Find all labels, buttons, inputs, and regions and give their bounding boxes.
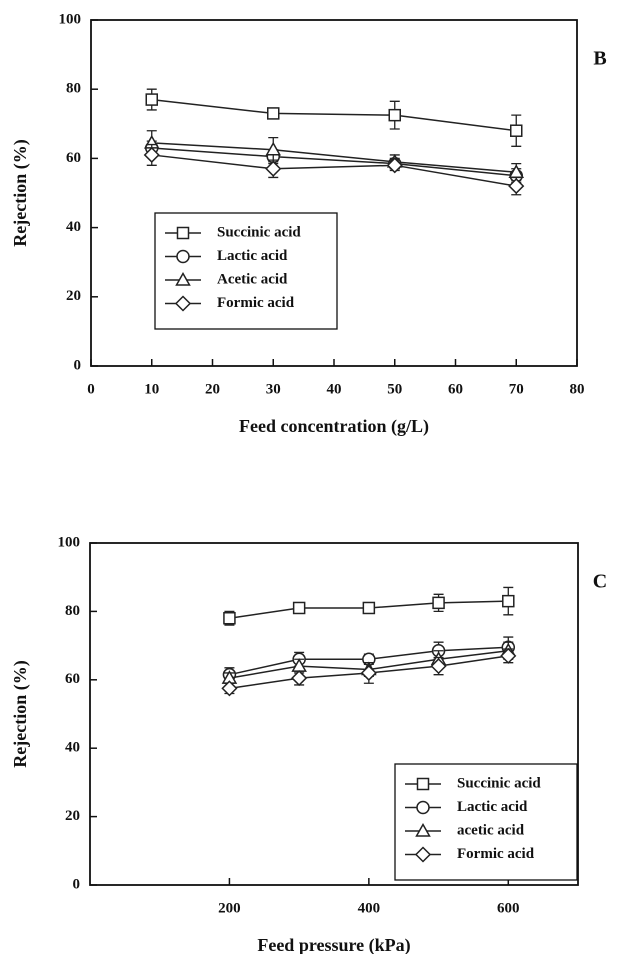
marker xyxy=(265,141,282,156)
x-tick-label: 50 xyxy=(387,381,402,397)
panel-label: B xyxy=(593,48,606,70)
marker xyxy=(510,124,523,137)
x-tick-label: 600 xyxy=(497,900,520,916)
marker xyxy=(414,846,432,863)
panel-label: C xyxy=(593,571,607,593)
marker xyxy=(500,647,517,664)
marker xyxy=(502,594,515,608)
y-tick-label: 60 xyxy=(65,671,80,687)
y-tick-label: 80 xyxy=(66,81,81,97)
marker xyxy=(388,108,401,122)
marker xyxy=(360,664,377,682)
legend-label: Formic acid xyxy=(457,846,535,862)
x-tick-label: 70 xyxy=(509,381,524,397)
plot-frame xyxy=(89,542,579,886)
series-line xyxy=(151,142,517,173)
marker xyxy=(175,271,191,286)
y-tick-label: 100 xyxy=(58,534,81,550)
marker xyxy=(265,160,282,177)
marker xyxy=(508,178,525,195)
marker xyxy=(416,800,430,815)
legend-label: Acetic acid xyxy=(217,271,288,287)
marker xyxy=(291,670,308,687)
legend-label: Formic acid xyxy=(217,295,295,311)
series-line xyxy=(151,98,517,132)
marker xyxy=(176,249,190,264)
marker xyxy=(292,601,306,615)
y-tick-label: 40 xyxy=(65,740,80,756)
y-tick-label: 80 xyxy=(65,603,80,619)
x-tick-label: 60 xyxy=(448,381,463,397)
marker xyxy=(415,822,431,837)
y-tick-label: 0 xyxy=(74,357,82,373)
series-line xyxy=(151,147,517,177)
x-tick-label: 20 xyxy=(205,381,220,397)
x-tick-label: 80 xyxy=(570,381,585,397)
x-axis-label: Feed pressure (kPa) xyxy=(257,935,410,954)
x-tick-label: 400 xyxy=(358,900,381,916)
marker xyxy=(223,611,236,625)
y-tick-label: 100 xyxy=(59,11,82,27)
marker xyxy=(174,295,192,312)
series-line xyxy=(151,154,517,187)
marker xyxy=(416,777,430,791)
marker xyxy=(430,658,447,675)
legend-label: acetic acid xyxy=(457,822,525,838)
legend-label: Succinic acid xyxy=(457,775,541,791)
legend-label: Lactic acid xyxy=(457,799,528,815)
marker xyxy=(221,680,238,697)
x-tick-label: 40 xyxy=(327,381,342,397)
y-axis-label: Rejection (%) xyxy=(10,139,31,246)
x-tick-label: 0 xyxy=(87,381,95,397)
y-tick-label: 20 xyxy=(66,288,81,304)
marker xyxy=(267,107,280,120)
marker xyxy=(176,226,190,240)
legend-label: Succinic acid xyxy=(217,224,301,240)
x-tick-label: 30 xyxy=(266,381,281,397)
marker xyxy=(143,146,160,164)
x-tick-label: 200 xyxy=(218,900,241,916)
marker xyxy=(362,601,376,615)
marker xyxy=(386,157,403,174)
legend-label: Lactic acid xyxy=(217,248,288,264)
y-tick-label: 0 xyxy=(73,876,81,892)
y-tick-label: 40 xyxy=(66,219,81,235)
y-tick-label: 20 xyxy=(65,808,80,824)
y-tick-label: 60 xyxy=(66,150,81,166)
x-tick-label: 10 xyxy=(144,381,159,397)
marker xyxy=(432,596,445,610)
marker xyxy=(145,93,158,106)
x-axis-label: Feed concentration (g/L) xyxy=(239,416,429,437)
y-axis-label: Rejection (%) xyxy=(10,660,31,767)
